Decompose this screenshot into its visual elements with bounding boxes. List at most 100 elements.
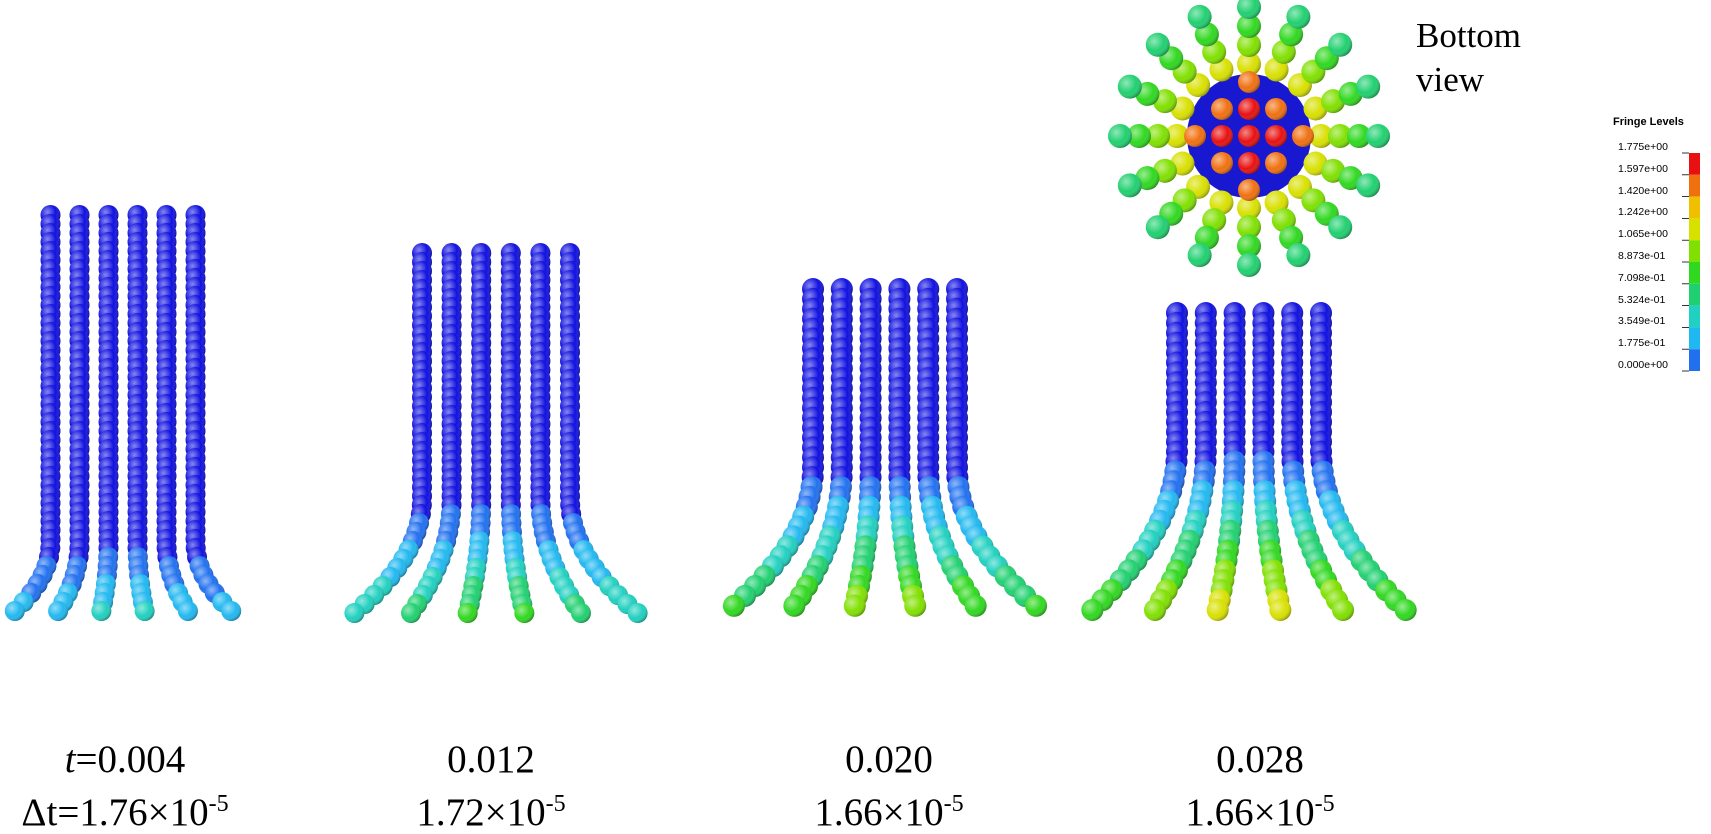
sphere-shade: [1238, 98, 1260, 120]
sphere-shade: [91, 601, 111, 621]
time-value: =0.004: [76, 738, 186, 781]
sphere-shade: [571, 603, 591, 623]
dt-value: 1.66×10: [814, 791, 943, 834]
sphere-shade: [1269, 599, 1291, 621]
sphere-shade: [1188, 5, 1212, 29]
sphere-shade: [1332, 599, 1354, 621]
legend-swatch: [1689, 327, 1700, 349]
sphere-shade: [1238, 71, 1260, 93]
sphere-shade: [458, 603, 478, 623]
sphere-shade: [628, 603, 648, 623]
sphere-shade: [1265, 98, 1287, 120]
sphere-shade: [1356, 173, 1380, 197]
sphere-shade: [1238, 125, 1260, 147]
legend-level: 1.775e-01: [1618, 337, 1665, 349]
dt-value: 1.66×10: [1185, 791, 1314, 834]
dt-label: Δt=1.76×10-5: [0, 787, 285, 834]
legend-swatch: [1689, 218, 1700, 240]
sphere-shade: [221, 601, 241, 621]
inset-label-line: Bottom: [1416, 14, 1521, 58]
sphere-shade: [1188, 243, 1212, 267]
inset-label: Bottom view: [1416, 14, 1521, 102]
legend-title: Fringe Levels: [1613, 116, 1684, 128]
time-symbol: t: [65, 738, 76, 781]
dt-value: 1.76×10: [79, 791, 208, 834]
dt-label: 1.72×10-5: [331, 787, 651, 834]
legend-level: 1.242e+00: [1618, 206, 1668, 218]
legend-swatch: [1689, 262, 1700, 284]
figure: Bottom view Fringe Levels t=0.004Δt=1.76…: [0, 0, 1711, 834]
sphere-shade: [178, 601, 198, 621]
sphere-shade: [1237, 0, 1261, 19]
sphere-shade: [48, 601, 68, 621]
sphere-shade: [904, 595, 926, 617]
dt-value: 1.72×10: [416, 791, 545, 834]
legend-swatch: [1689, 175, 1700, 197]
sphere-shade: [844, 595, 866, 617]
sphere-shade: [1265, 152, 1287, 174]
sphere-shade: [1144, 599, 1166, 621]
sphere-shade: [723, 595, 745, 617]
legend-level: 0.000e+00: [1618, 359, 1668, 371]
legend-level: 1.420e+00: [1618, 185, 1668, 197]
sphere-shade: [1356, 75, 1380, 99]
legend-level: 1.065e+00: [1618, 228, 1668, 240]
sphere-shade: [1146, 33, 1170, 57]
time-label: 0.012: [331, 734, 651, 786]
sphere-shade: [1286, 5, 1310, 29]
sphere-shade: [1211, 98, 1233, 120]
renders: [0, 0, 1711, 834]
time-label: 0.028: [1100, 734, 1420, 786]
legend-level: 7.098e-01: [1618, 272, 1665, 284]
sphere-shade: [1286, 243, 1310, 267]
time-value: 0.012: [447, 738, 535, 781]
sphere-shade: [1237, 253, 1261, 277]
dt-exponent: -5: [944, 791, 964, 817]
sphere-shade: [1265, 125, 1287, 147]
sphere-shade: [344, 603, 364, 623]
sphere-shade: [514, 603, 534, 623]
sphere-shade: [1328, 215, 1352, 239]
dt-label: 1.66×10-5: [729, 787, 1049, 834]
dt-exponent: -5: [1315, 791, 1335, 817]
sphere-shade: [1184, 125, 1206, 147]
legend-level: 1.597e+00: [1618, 163, 1668, 175]
sphere-shade: [135, 601, 155, 621]
legend-swatch: [1689, 349, 1700, 371]
legend-swatch: [1689, 197, 1700, 219]
sphere-shade: [1146, 215, 1170, 239]
time-label: 0.020: [729, 734, 1049, 786]
sphere-shade: [1238, 179, 1260, 201]
legend-swatch: [1689, 240, 1700, 262]
dt-label: 1.66×10-5: [1100, 787, 1420, 834]
sphere-shade: [1025, 595, 1047, 617]
dt-exponent: -5: [209, 791, 229, 817]
sphere-shade: [1081, 599, 1103, 621]
sphere-shade: [1292, 125, 1314, 147]
sphere-shade: [1207, 599, 1229, 621]
legend-swatch: [1689, 284, 1700, 306]
sphere-shade: [1108, 124, 1132, 148]
sphere-shade: [401, 603, 421, 623]
sphere-shade: [1211, 125, 1233, 147]
sphere-shade: [5, 601, 25, 621]
dt-symbol: Δt=: [21, 791, 79, 834]
time-value: 0.028: [1216, 738, 1304, 781]
sphere-shade: [1395, 599, 1417, 621]
legend-level: 5.324e-01: [1618, 294, 1665, 306]
sphere-shade: [965, 595, 987, 617]
sphere-shade: [1238, 152, 1260, 174]
sphere-shade: [1118, 75, 1142, 99]
legend-level: 1.775e+00: [1618, 141, 1668, 153]
legend-swatch: [1689, 153, 1700, 175]
sphere-shade: [1328, 33, 1352, 57]
sphere-shade: [1118, 173, 1142, 197]
dt-exponent: -5: [546, 791, 566, 817]
legend-swatch: [1689, 306, 1700, 328]
time-value: 0.020: [845, 738, 933, 781]
time-label: t=0.004: [0, 734, 285, 786]
sphere-shade: [1211, 152, 1233, 174]
sphere-shade: [783, 595, 805, 617]
inset-label-line: view: [1416, 58, 1521, 102]
legend-level: 8.873e-01: [1618, 250, 1665, 262]
